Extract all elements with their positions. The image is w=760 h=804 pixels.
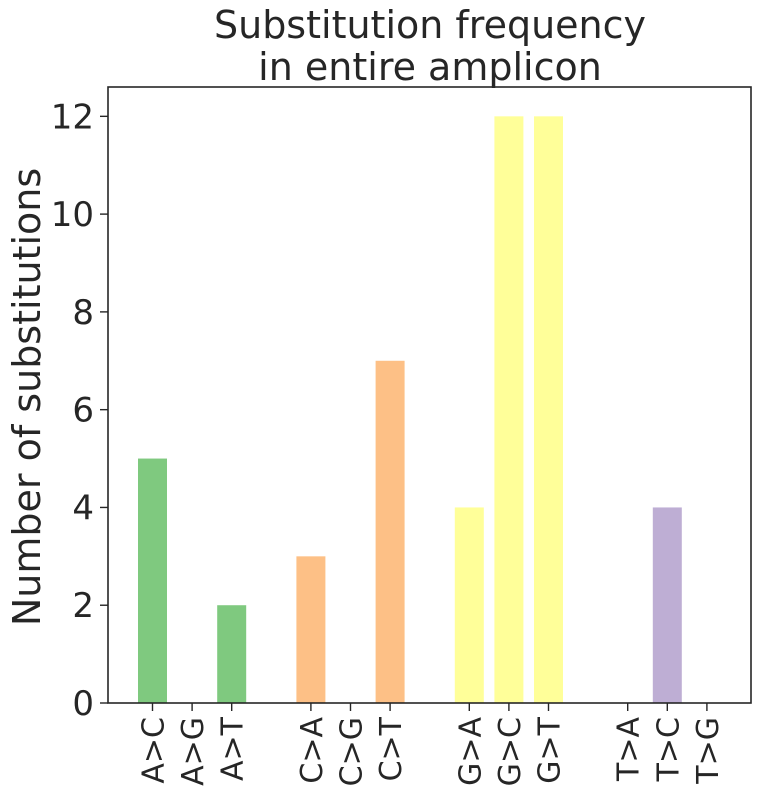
- y-axis-label: Number of substitutions: [5, 168, 49, 626]
- x-tick-label: G>A: [453, 717, 488, 786]
- bar-A-to-C: [138, 458, 167, 703]
- bar-G-to-T: [534, 116, 563, 704]
- bar-G-to-C: [494, 116, 524, 704]
- x-tick-label: T>G: [691, 717, 726, 785]
- x-axis-ticks: A>C A>G A>T C>A C>G C>T G>A G>C G>T T>A T>C T>G: [137, 703, 726, 786]
- bar-G-to-A: [454, 507, 484, 703]
- y-tick-label: 4: [72, 488, 94, 528]
- x-tick-label: T>A: [612, 717, 647, 782]
- x-tick-label: A>C: [137, 717, 172, 784]
- x-tick-label: T>C: [651, 717, 686, 782]
- y-tick-label: 0: [72, 684, 94, 724]
- chart-title-line-1: Substitution frequency: [214, 3, 646, 47]
- bar-C-to-A: [296, 556, 326, 703]
- x-tick-label: C>T: [374, 716, 409, 781]
- bars: [138, 116, 682, 704]
- bar-A-to-T: [217, 605, 247, 703]
- y-tick-label: 10: [51, 195, 94, 235]
- y-axis-ticks: 0 2 4 6 8 10 12: [51, 97, 108, 724]
- x-tick-label: C>A: [295, 717, 330, 784]
- bar-T-to-C: [652, 507, 682, 703]
- x-tick-label: A>T: [216, 716, 251, 781]
- chart-title-line-2: in entire amplicon: [258, 45, 602, 89]
- x-tick-label: C>G: [335, 717, 370, 786]
- x-tick-label: G>C: [493, 717, 528, 786]
- x-tick-label: A>G: [176, 717, 211, 786]
- y-tick-label: 8: [72, 293, 94, 333]
- bar-C-to-T: [375, 360, 405, 703]
- y-tick-label: 6: [72, 391, 94, 431]
- y-tick-label: 2: [72, 586, 94, 626]
- y-tick-label: 12: [51, 97, 94, 137]
- plot-frame: [107, 86, 752, 704]
- x-tick-label: G>T: [533, 716, 568, 783]
